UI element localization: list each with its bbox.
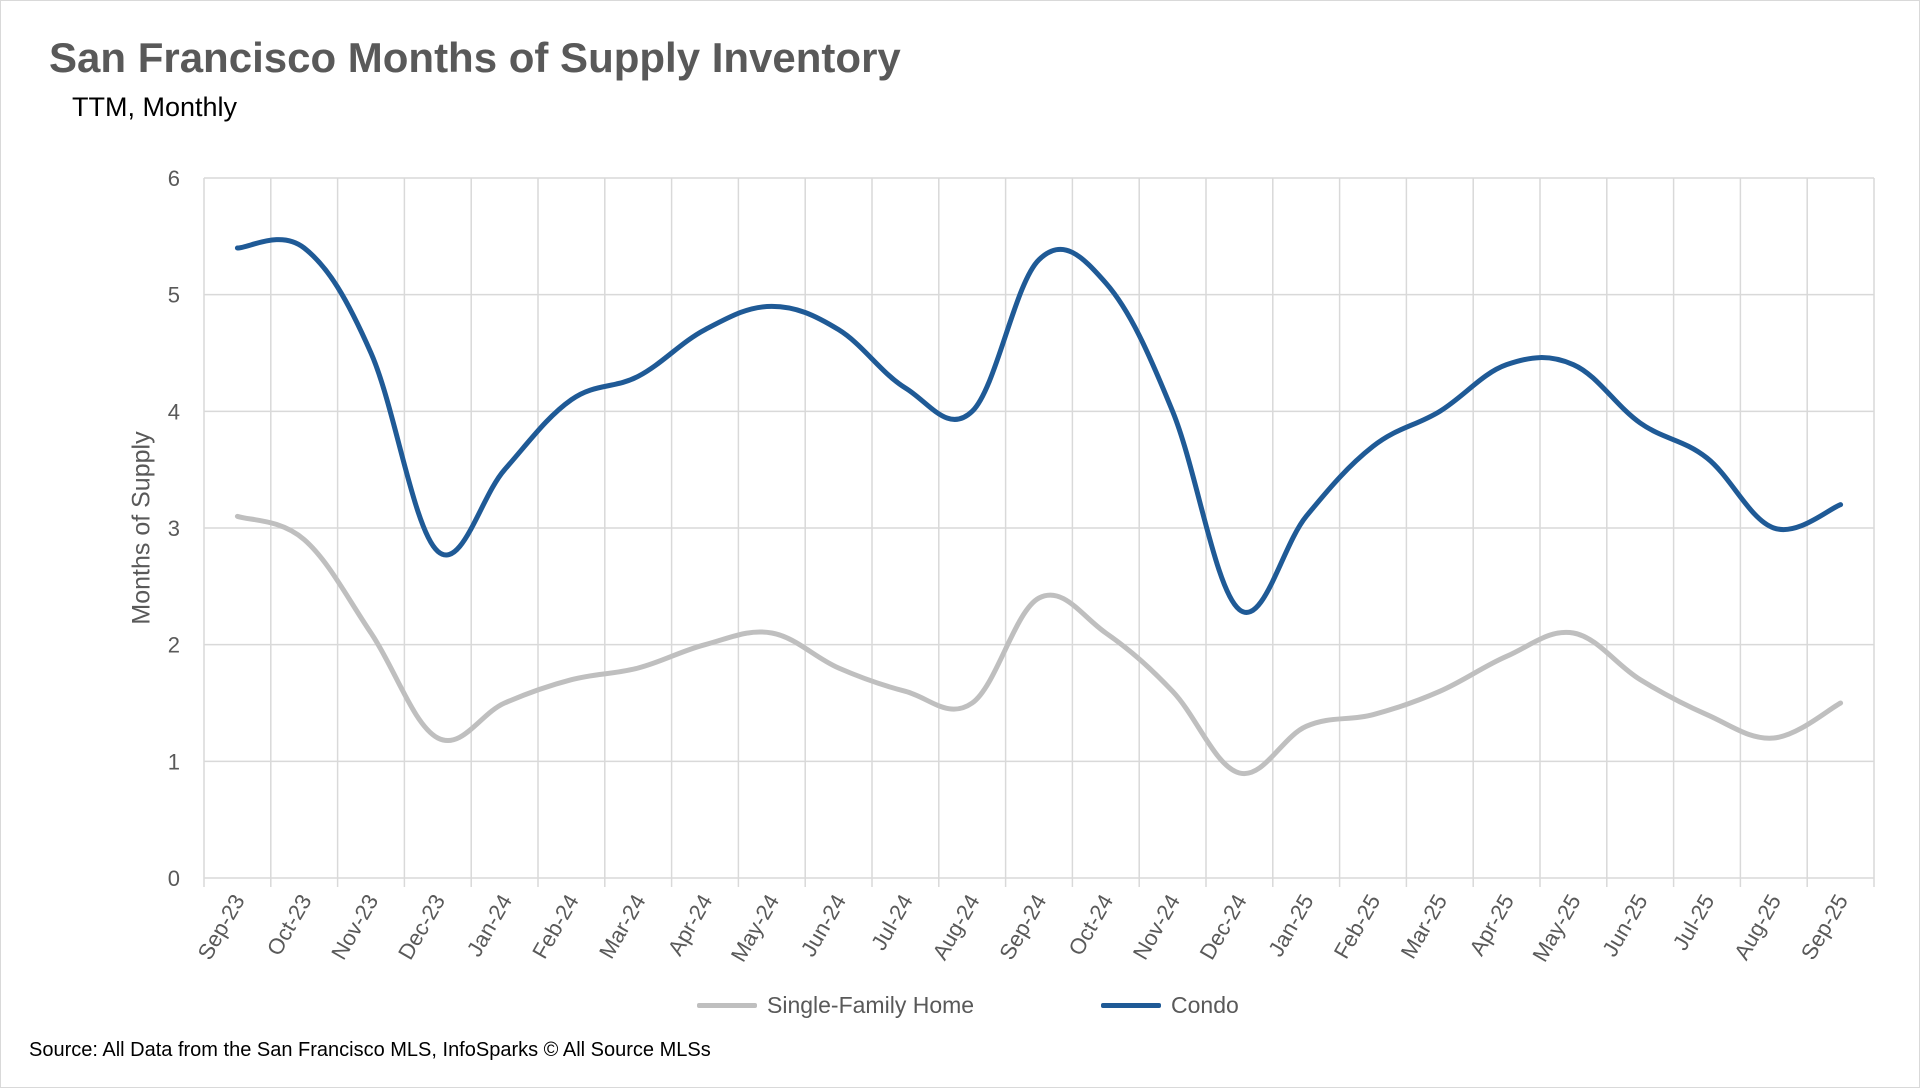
legend-swatch-single-family-home	[697, 1002, 757, 1008]
y-tick-label: 0	[168, 866, 180, 891]
x-tick-label: Jul-25	[1668, 890, 1720, 954]
x-tick-label: Oct-23	[262, 890, 317, 960]
legend-label-condo: Condo	[1171, 991, 1239, 1018]
x-tick-label: Nov-24	[1128, 890, 1185, 964]
x-tick-label: Jun-25	[1597, 890, 1652, 961]
legend-item-condo: Condo	[1101, 990, 1239, 1020]
legend-item-single-family-home: Single-Family Home	[697, 990, 974, 1020]
x-tick-label: Dec-23	[393, 890, 450, 964]
x-tick-label: Oct-24	[1063, 890, 1118, 960]
x-tick-label: Dec-24	[1195, 890, 1252, 964]
x-tick-label: May-24	[726, 890, 784, 966]
x-tick-label: Feb-25	[1329, 890, 1386, 963]
x-tick-label: Sep-25	[1796, 890, 1853, 964]
chart-title: San Francisco Months of Supply Inventory	[49, 34, 901, 81]
y-tick-label: 5	[168, 283, 180, 308]
x-tick-label: Sep-23	[193, 890, 250, 964]
x-tick-label: Jan-24	[462, 890, 517, 961]
x-tick-label: Mar-24	[594, 890, 650, 963]
y-tick-label: 2	[168, 633, 180, 658]
legend-label-single-family-home: Single-Family Home	[767, 991, 975, 1018]
y-tick-label: 4	[168, 399, 180, 424]
x-tick-label: Apr-25	[1464, 890, 1519, 960]
chart-subtitle: TTM, Monthly	[72, 92, 238, 122]
x-tick-label: Apr-24	[663, 890, 718, 960]
y-tick-label: 6	[168, 166, 180, 191]
x-tick-label: Aug-25	[1729, 890, 1786, 964]
y-tick-label: 1	[168, 749, 180, 774]
legend-swatch-condo	[1101, 1002, 1161, 1008]
x-tick-label: Feb-24	[527, 890, 584, 963]
x-tick-label: Sep-24	[994, 890, 1051, 964]
x-tick-label: Aug-24	[927, 890, 984, 964]
x-tick-label: Mar-25	[1396, 890, 1452, 963]
x-tick-label: Jul-24	[866, 890, 918, 954]
x-tick-label: Jan-25	[1263, 890, 1318, 961]
x-tick-label: Nov-23	[326, 890, 383, 964]
y-tick-label: 3	[168, 516, 180, 541]
x-tick-label: Jun-24	[796, 890, 851, 961]
series-line-single-family-home	[234, 513, 1844, 777]
x-tick-label: May-25	[1527, 890, 1585, 966]
series-line-condo	[234, 237, 1844, 615]
source-note: Source: All Data from the San Francisco …	[29, 1039, 711, 1061]
